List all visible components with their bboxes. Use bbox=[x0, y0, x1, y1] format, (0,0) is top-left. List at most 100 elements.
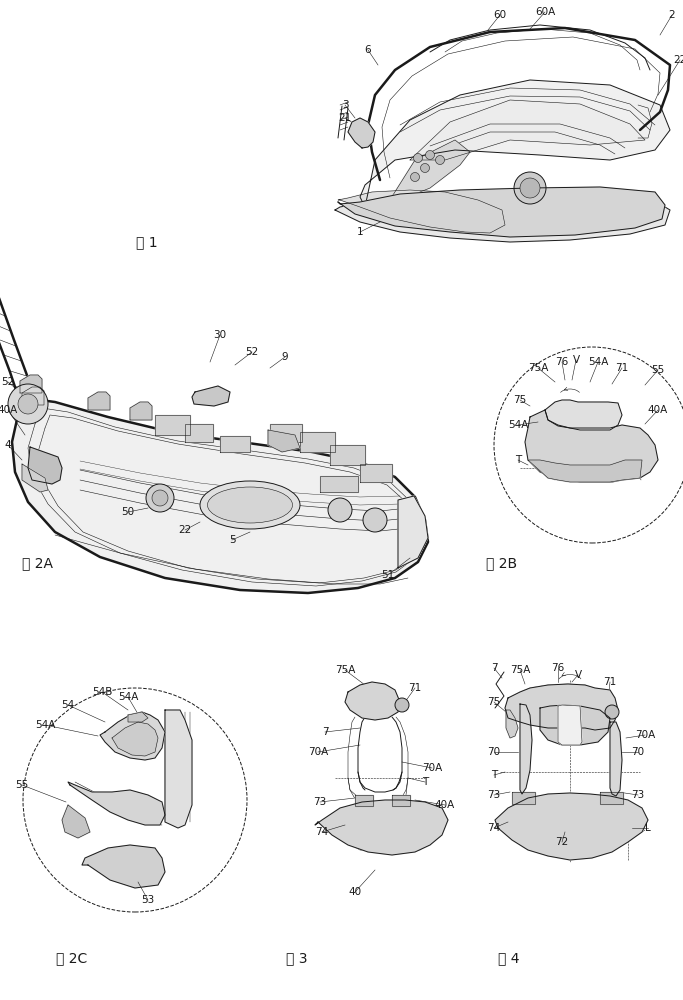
Polygon shape bbox=[520, 704, 532, 794]
Polygon shape bbox=[348, 118, 375, 148]
Text: 图 1: 图 1 bbox=[136, 235, 158, 249]
Polygon shape bbox=[610, 722, 622, 796]
Text: 3: 3 bbox=[342, 100, 348, 110]
Polygon shape bbox=[360, 80, 670, 207]
Text: 74: 74 bbox=[316, 827, 329, 837]
Text: 图 3: 图 3 bbox=[286, 951, 308, 965]
Text: 54A: 54A bbox=[117, 692, 138, 702]
Polygon shape bbox=[100, 712, 165, 760]
Text: 1: 1 bbox=[357, 227, 363, 237]
Text: 7: 7 bbox=[322, 727, 329, 737]
Text: 30: 30 bbox=[213, 330, 227, 340]
Polygon shape bbox=[22, 387, 44, 405]
Text: 图 2A: 图 2A bbox=[22, 556, 53, 570]
Text: 52: 52 bbox=[245, 347, 259, 357]
Circle shape bbox=[520, 178, 540, 198]
Text: 73: 73 bbox=[488, 790, 501, 800]
Text: 55: 55 bbox=[652, 365, 665, 375]
Polygon shape bbox=[315, 800, 448, 855]
Text: 22: 22 bbox=[673, 55, 683, 65]
Circle shape bbox=[395, 698, 409, 712]
Text: 60A: 60A bbox=[535, 7, 555, 17]
Circle shape bbox=[426, 150, 434, 159]
Text: 76: 76 bbox=[555, 357, 569, 367]
Polygon shape bbox=[28, 447, 62, 484]
Text: 54A: 54A bbox=[508, 420, 528, 430]
Text: 52: 52 bbox=[1, 377, 14, 387]
Text: 73: 73 bbox=[631, 790, 645, 800]
Text: 40: 40 bbox=[348, 887, 361, 897]
Polygon shape bbox=[128, 712, 148, 722]
Circle shape bbox=[152, 490, 168, 506]
Text: V: V bbox=[572, 355, 580, 365]
Circle shape bbox=[328, 498, 352, 522]
Text: 70A: 70A bbox=[635, 730, 655, 740]
Polygon shape bbox=[393, 140, 470, 200]
Polygon shape bbox=[338, 187, 665, 237]
Text: 9: 9 bbox=[281, 352, 288, 362]
Text: 21: 21 bbox=[338, 113, 352, 123]
Polygon shape bbox=[540, 705, 610, 745]
Circle shape bbox=[413, 153, 423, 162]
Ellipse shape bbox=[200, 481, 300, 529]
Circle shape bbox=[18, 394, 38, 414]
Polygon shape bbox=[68, 782, 165, 825]
Polygon shape bbox=[300, 432, 335, 452]
Text: 55: 55 bbox=[16, 780, 29, 790]
Polygon shape bbox=[12, 398, 428, 593]
Text: 71: 71 bbox=[615, 363, 628, 373]
Text: 22: 22 bbox=[178, 525, 192, 535]
Text: V: V bbox=[574, 670, 581, 680]
Text: T: T bbox=[515, 455, 521, 465]
Text: 50: 50 bbox=[122, 507, 135, 517]
Polygon shape bbox=[345, 682, 400, 720]
Text: 71: 71 bbox=[408, 683, 421, 693]
Polygon shape bbox=[495, 793, 648, 860]
Text: L: L bbox=[645, 823, 651, 833]
Text: 54A: 54A bbox=[35, 720, 55, 730]
Text: 图 2B: 图 2B bbox=[486, 556, 518, 570]
Text: 54: 54 bbox=[61, 700, 74, 710]
Polygon shape bbox=[506, 710, 518, 738]
Text: 51: 51 bbox=[381, 570, 395, 580]
Text: 75: 75 bbox=[514, 395, 527, 405]
Text: 40A: 40A bbox=[648, 405, 668, 415]
Polygon shape bbox=[268, 430, 300, 452]
Polygon shape bbox=[192, 386, 230, 406]
Polygon shape bbox=[130, 402, 152, 420]
Text: 70: 70 bbox=[632, 747, 645, 757]
Circle shape bbox=[421, 163, 430, 172]
Text: 76: 76 bbox=[551, 663, 565, 673]
Circle shape bbox=[605, 705, 619, 719]
Polygon shape bbox=[22, 464, 48, 492]
Text: 5: 5 bbox=[229, 535, 236, 545]
Polygon shape bbox=[505, 684, 618, 730]
Text: 75A: 75A bbox=[335, 665, 355, 675]
Polygon shape bbox=[355, 795, 373, 806]
Text: T: T bbox=[422, 777, 428, 787]
Text: 70A: 70A bbox=[422, 763, 442, 773]
Text: 2: 2 bbox=[669, 10, 675, 20]
Polygon shape bbox=[392, 795, 410, 806]
Text: 75A: 75A bbox=[528, 363, 548, 373]
Circle shape bbox=[436, 155, 445, 164]
Text: 71: 71 bbox=[603, 677, 617, 687]
Text: 40A: 40A bbox=[0, 405, 18, 415]
Text: 73: 73 bbox=[313, 797, 326, 807]
Text: 6: 6 bbox=[365, 45, 372, 55]
Polygon shape bbox=[330, 445, 365, 465]
Text: 4: 4 bbox=[5, 440, 12, 450]
Text: 74: 74 bbox=[488, 823, 501, 833]
Polygon shape bbox=[320, 476, 358, 492]
Polygon shape bbox=[155, 415, 190, 435]
Polygon shape bbox=[62, 805, 90, 838]
Polygon shape bbox=[360, 464, 392, 482]
Text: 54A: 54A bbox=[588, 357, 608, 367]
Polygon shape bbox=[335, 188, 670, 242]
Polygon shape bbox=[512, 792, 535, 804]
Text: 54B: 54B bbox=[92, 687, 112, 697]
Polygon shape bbox=[528, 460, 642, 482]
Text: 75A: 75A bbox=[510, 665, 530, 675]
Circle shape bbox=[363, 508, 387, 532]
Text: 40A: 40A bbox=[435, 800, 455, 810]
